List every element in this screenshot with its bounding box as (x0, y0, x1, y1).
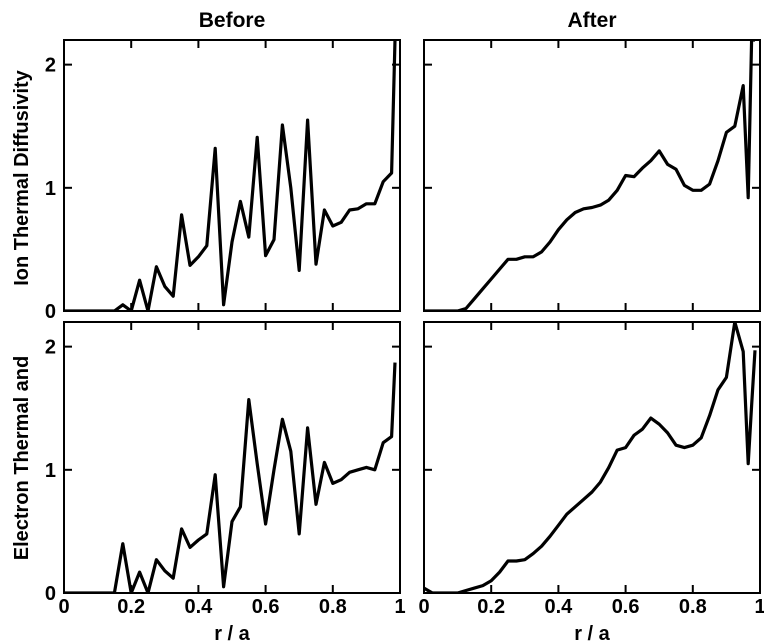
series-line-before-ion (64, 40, 397, 311)
plot-frame-before-electron (63, 321, 401, 594)
x-tick-label: 1 (754, 596, 764, 618)
x-tick-label: 0 (418, 596, 429, 618)
plot-frame-before-ion (63, 39, 401, 312)
y-tick-label: 0 (45, 583, 56, 605)
panel-after-ion (423, 39, 761, 312)
y-tick-label: 2 (45, 337, 56, 359)
x-tick-label: 0.2 (117, 596, 145, 618)
panel-after-electron: 0 0.2 0.4 0.6 0.8 1 (418, 321, 764, 618)
y-tick-label: 2 (45, 55, 56, 77)
y-tick-label: 0 (45, 301, 56, 323)
x-tick-label: 0.6 (252, 596, 280, 618)
xlabel-right: r / a (574, 623, 610, 643)
y-tick-label: 1 (45, 460, 56, 482)
column-title-before: Before (199, 9, 266, 32)
x-tick-label: 1 (394, 596, 405, 618)
series-line-before-electron (64, 362, 397, 593)
x-tick-label: 0.4 (544, 596, 573, 618)
xlabel-left: r / a (214, 623, 250, 643)
x-tick-label: 0.8 (319, 596, 347, 618)
x-tick-label: 0.2 (477, 596, 505, 618)
panel-before-electron: 0 0.2 0.4 0.6 0.8 1 0 1 2 (45, 321, 406, 618)
ylabel-ion-thermal-diffusivity: Ion Thermal Diffusivity (11, 69, 33, 285)
panel-before-ion: 0 1 2 (45, 39, 401, 323)
x-tick-label: 0.8 (679, 596, 707, 618)
column-title-after: After (567, 9, 616, 32)
x-tick-label: 0.6 (612, 596, 640, 618)
plot-frame-after-ion (423, 39, 761, 312)
y-tick-label: 1 (45, 178, 56, 200)
plot-frame-after-electron (423, 321, 761, 594)
series-line-after-electron (424, 322, 757, 593)
x-tick-label: 0 (58, 596, 69, 618)
ylabel-electron-thermal: Electron Thermal and (11, 356, 33, 561)
series-line-after-ion (424, 40, 755, 311)
x-tick-label: 0.4 (184, 596, 213, 618)
